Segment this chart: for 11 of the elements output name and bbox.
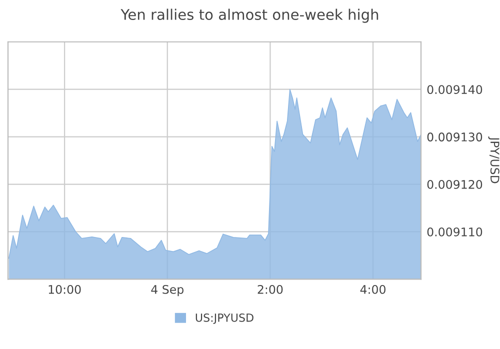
x-tick-label: 10:00 [48,284,81,294]
x-tick-label: 4:00 [360,284,386,294]
x-tick-label: 4 Sep [151,284,184,296]
y-tick-label: 0.009120 [427,180,482,189]
chart-title: Yen rallies to almost one-week high [120,8,378,23]
y-tick-label: 0.009140 [427,85,482,94]
y-tick-label: 0.009110 [427,227,482,236]
y-axis-title: JPY/USD [488,136,500,184]
x-tick-label: 2:00 [258,284,283,294]
legend-label: US:JPYUSD [196,313,254,324]
y-tick-label: 0.009130 [427,132,482,142]
